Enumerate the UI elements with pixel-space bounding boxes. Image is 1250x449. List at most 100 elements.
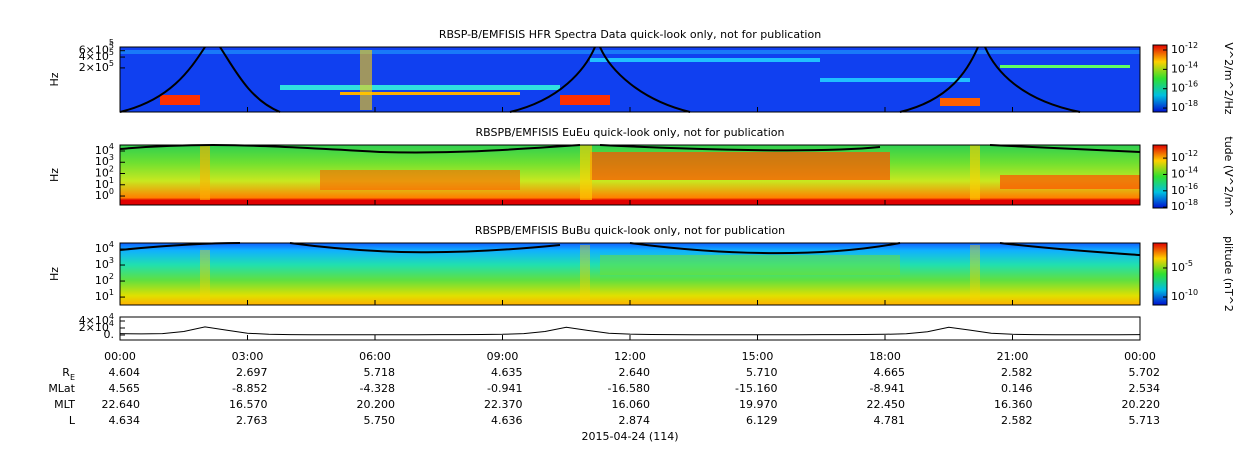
data-line: [119, 326, 1141, 336]
y-tick-label-exp: 1: [109, 175, 114, 184]
colorbar-tick-label-base: 10: [1171, 43, 1185, 56]
y-tick-label-base: 10: [95, 178, 109, 191]
colorbar-tick-label-exp: -14: [1185, 165, 1198, 174]
colorbar: [1152, 44, 1168, 113]
x-tick-label: 21:00: [997, 350, 1029, 363]
ephemeris-value: 16.360: [994, 398, 1033, 411]
y-tick-label: 2×105: [79, 58, 114, 74]
y-tick-label: 102: [95, 164, 114, 180]
y-tick-label: 6×105: [79, 41, 114, 57]
ephemeris-value: -8.941: [870, 382, 905, 395]
colorbar-tick-label-exp: -16: [1185, 79, 1198, 88]
ephemeris-value: -4.328: [360, 382, 395, 395]
ephemeris-value: 22.370: [484, 398, 523, 411]
colorbar-tick-label-base: 10: [1171, 167, 1185, 180]
colorbar-tick-label: 10-14: [1171, 60, 1198, 76]
ephemeris-value: 5.718: [364, 366, 396, 379]
colorbar-tick-label-exp: -10: [1185, 288, 1198, 297]
colorbar-tick-label-exp: -12: [1185, 41, 1198, 50]
colorbar-tick-label-base: 10: [1171, 261, 1185, 274]
colorbar-tick-label-exp: -16: [1185, 181, 1198, 190]
ephemeris-value: 20.220: [1122, 398, 1161, 411]
colorbar-tick-label-exp: -14: [1185, 60, 1198, 69]
y-tick-label: 104: [95, 141, 114, 157]
y-tick-label: 4×105: [79, 48, 114, 64]
y-tick-label-base: 2×10: [79, 61, 109, 74]
spectrogram: [119, 242, 1141, 306]
ephemeris-label-base: R: [62, 366, 70, 379]
ephemeris-value: -15.160: [735, 382, 777, 395]
y-tick-label: 103: [95, 153, 114, 169]
ephemeris-label: MLat: [48, 382, 75, 395]
ephemeris-value: 2.874: [619, 414, 651, 427]
y-tick-label: 103: [95, 256, 114, 272]
y-tick-label-base: 4×10: [79, 50, 109, 63]
ephemeris-value: 19.970: [739, 398, 778, 411]
colorbar-tick-label-base: 10: [1171, 62, 1185, 75]
ephemeris-value: 4.634: [109, 414, 141, 427]
x-tick-label: 06:00: [359, 350, 391, 363]
y-tick-label-exp: 5: [109, 41, 114, 50]
colorbar-label: tude (V^2/m^: [1222, 136, 1235, 216]
y-tick-label-base: 10: [95, 144, 109, 157]
panel-title: RBSP-B/EMFISIS HFR Spectra Data quick-lo…: [439, 28, 821, 41]
y-tick-label: 0.: [104, 328, 115, 341]
ephemeris-value: 5.713: [1129, 414, 1161, 427]
x-tick-label: 12:00: [614, 350, 646, 363]
y-tick-label: 104: [95, 240, 114, 256]
y-tick-label-exp: 2: [109, 164, 114, 173]
ephemeris-label: L: [69, 414, 76, 427]
ephemeris-value: 2.763: [236, 414, 268, 427]
y-tick-label-base: 4×10: [79, 314, 109, 327]
ephemeris-label: MLT: [54, 398, 75, 411]
y-tick-label: 100: [95, 187, 114, 203]
ephemeris-label-base: MLT: [54, 398, 75, 411]
colorbar-tick-label-base: 10: [1171, 101, 1185, 114]
ephemeris-label-sub: E: [70, 373, 75, 382]
y-tick-label-base: 10: [95, 189, 109, 202]
colorbar-tick-label-base: 10: [1171, 200, 1185, 213]
panel-title: RBSPB/EMFISIS EuEu quick-look only, not …: [475, 126, 784, 139]
ephemeris-value: 4.604: [109, 366, 141, 379]
colorbar: [1152, 144, 1168, 209]
ephemeris-value: 5.702: [1129, 366, 1161, 379]
y-tick-label-exp: 3: [109, 256, 114, 265]
colorbar-tick-label: 10-18: [1171, 198, 1198, 214]
y-tick-label: 102: [95, 272, 114, 288]
colorbar-tick-label-exp: -18: [1185, 198, 1198, 207]
ephemeris-value: 2.582: [1001, 366, 1033, 379]
y-tick-label: 101: [95, 288, 114, 304]
y-tick-label-base: 6×10: [79, 44, 109, 57]
ephemeris-value: 16.060: [612, 398, 651, 411]
ephemeris-value: 4.565: [109, 382, 141, 395]
colorbar-tick-label-exp: -18: [1185, 99, 1198, 108]
spectrogram: [119, 144, 1141, 206]
ephemeris-value: 2.534: [1129, 382, 1161, 395]
y-tick-label: 4×104: [79, 311, 114, 327]
y-tick-label: 2×104: [79, 318, 114, 334]
y-tick-label-exp: 4: [109, 311, 114, 320]
colorbar-tick-label: 10-12: [1171, 41, 1198, 57]
ephemeris-value: 22.450: [867, 398, 906, 411]
y-tick-label-exp: 4: [109, 141, 114, 150]
ephemeris-value: 20.200: [357, 398, 396, 411]
x-tick-label: 09:00: [487, 350, 519, 363]
y-tick-label-exp: 4: [109, 240, 114, 249]
colorbar-tick-label-exp: -5: [1185, 258, 1193, 267]
colorbar: [1152, 242, 1168, 306]
ephemeris-value: 16.570: [229, 398, 268, 411]
y-tick-label-exp: 1: [109, 288, 114, 297]
ephemeris-value: 4.635: [491, 366, 523, 379]
ephemeris-value: -8.852: [232, 382, 267, 395]
y-tick-label-base: 10: [95, 274, 109, 287]
ephemeris-value: 4.665: [874, 366, 906, 379]
colorbar-tick-label: 10-18: [1171, 99, 1198, 115]
y-tick-label-base: 10: [95, 242, 109, 255]
ephemeris-value: 2.582: [1001, 414, 1033, 427]
colorbar-tick-label-base: 10: [1171, 82, 1185, 95]
colorbar-tick-label-base: 10: [1171, 290, 1185, 303]
ephemeris-value: -16.580: [608, 382, 650, 395]
x-tick-label: 03:00: [232, 350, 264, 363]
colorbar-tick-label: 10-16: [1171, 79, 1198, 95]
